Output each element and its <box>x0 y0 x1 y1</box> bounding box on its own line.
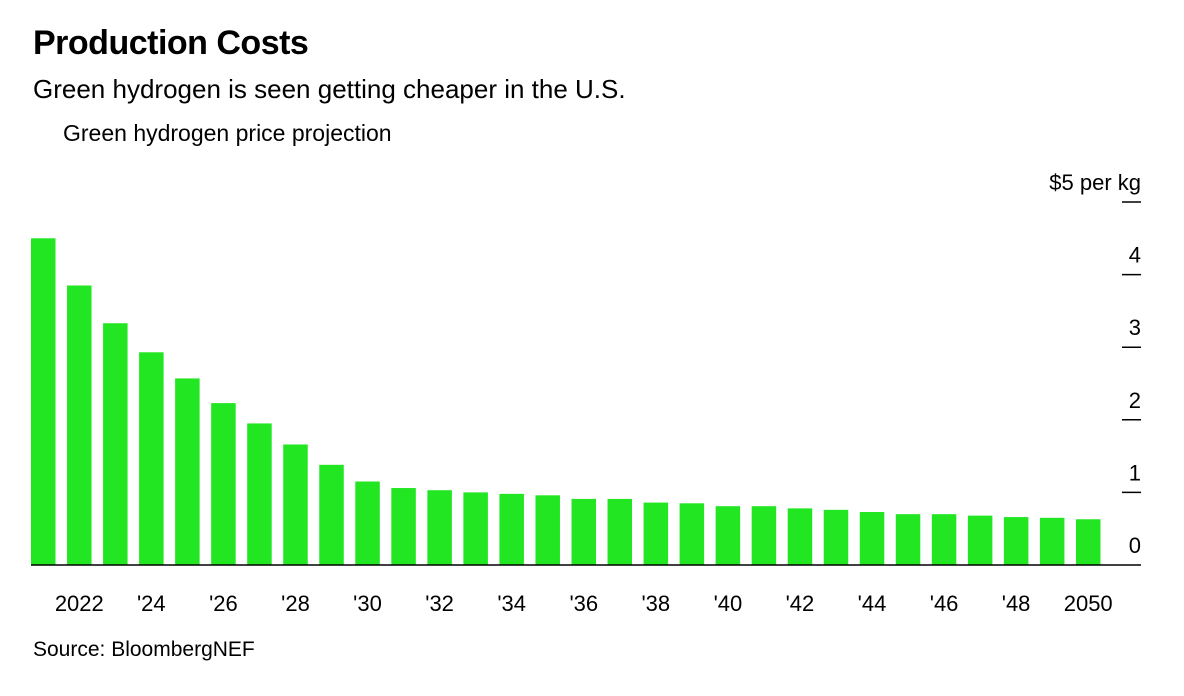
x-tick-label-2036: '36 <box>569 591 598 616</box>
bar-2047 <box>967 515 993 565</box>
bar-2039 <box>679 503 705 565</box>
bar-2040 <box>715 506 741 565</box>
bar-2036 <box>571 498 596 565</box>
x-tick-label-2050: 2050 <box>1064 591 1113 616</box>
y-tick-label-4: 4 <box>1129 243 1141 268</box>
x-tick-label-2028: '28 <box>281 591 310 616</box>
y-tick-label-5: $5 per kg <box>1049 170 1141 195</box>
bar-2022 <box>67 285 92 565</box>
bar-2021 <box>31 238 56 566</box>
y-tick-label-3: 3 <box>1129 315 1141 340</box>
bar-2045 <box>895 514 921 565</box>
chart-main-title: Production Costs <box>33 24 309 62</box>
bar-2032 <box>427 490 452 565</box>
source-note: Source: BloombergNEF <box>33 638 255 661</box>
x-tick-label-2046: '46 <box>930 591 959 616</box>
bar-2027 <box>247 423 272 565</box>
chart-title: Green hydrogen price projection <box>63 120 392 146</box>
bar-2035 <box>535 495 560 565</box>
bar-2028 <box>283 444 308 565</box>
x-tick-label-2042: '42 <box>786 591 815 616</box>
x-tick-label-2026: '26 <box>209 591 238 616</box>
y-tick-label-0: 0 <box>1129 533 1141 558</box>
x-tick-label-2038: '38 <box>641 591 670 616</box>
bar-2024 <box>139 352 164 565</box>
bar-2048 <box>1003 517 1029 565</box>
bar-2037 <box>607 498 633 565</box>
x-tick-label-2022: 2022 <box>55 591 104 616</box>
chart-subtitle: Green hydrogen is seen getting cheaper i… <box>33 74 626 104</box>
bar-2031 <box>391 488 416 565</box>
bar-2043 <box>823 509 849 565</box>
bar-2025 <box>175 378 200 565</box>
x-tick-label-2034: '34 <box>497 591 526 616</box>
bar-2042 <box>787 508 813 565</box>
bar-2050 <box>1075 519 1101 565</box>
bar-2029 <box>319 464 344 565</box>
bar-2034 <box>499 493 524 565</box>
bar-2026 <box>211 403 236 565</box>
x-tick-label-2044: '44 <box>858 591 887 616</box>
y-tick-label-2: 2 <box>1129 388 1141 413</box>
bar-2044 <box>859 512 885 565</box>
x-tick-label-2024: '24 <box>137 591 166 616</box>
x-tick-label-2048: '48 <box>1002 591 1031 616</box>
x-tick-label-2030: '30 <box>353 591 382 616</box>
bar-2041 <box>751 506 777 565</box>
x-tick-label-2032: '32 <box>425 591 454 616</box>
bar-2049 <box>1039 517 1065 565</box>
bar-2038 <box>643 502 669 565</box>
bar-2030 <box>355 481 380 565</box>
bar-2023 <box>103 323 128 565</box>
bar-2046 <box>931 514 957 565</box>
y-tick-label-1: 1 <box>1129 460 1141 485</box>
x-tick-label-2040: '40 <box>714 591 743 616</box>
bar-2033 <box>463 492 488 565</box>
